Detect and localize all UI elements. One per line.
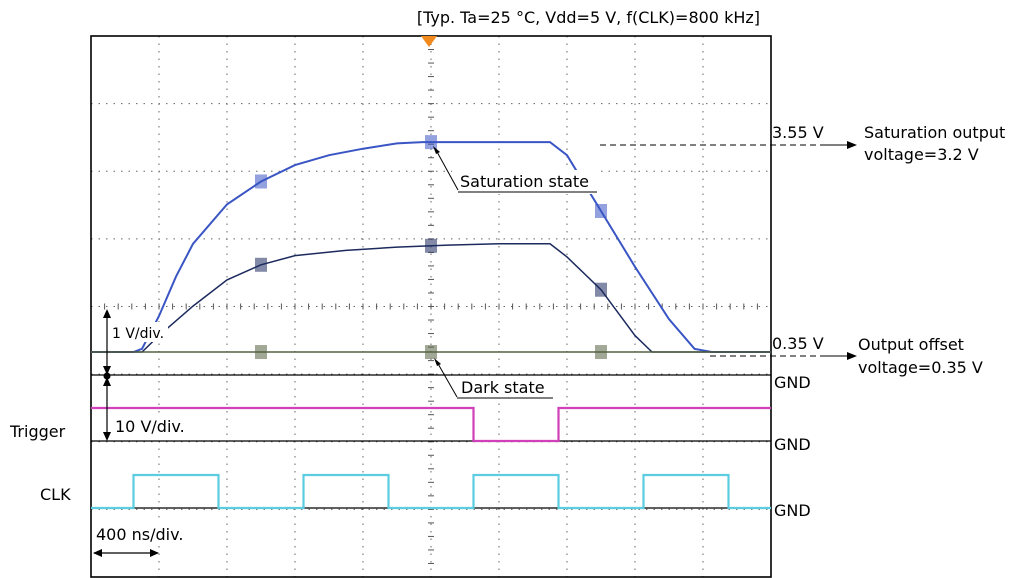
grid <box>91 36 771 577</box>
level-355-arrowhead <box>847 141 857 149</box>
noise-burst <box>425 135 437 150</box>
gnd-label-trigger: GND <box>774 435 811 454</box>
scale-1v-arrowhead-up <box>103 309 111 318</box>
level-035-label: 0.35 V <box>772 334 824 353</box>
noise-burst <box>595 282 607 297</box>
saturation-state-callout-bg <box>452 170 597 194</box>
gnd-label-analog: GND <box>774 373 811 392</box>
trigger-position-marker <box>421 36 437 47</box>
saturation-state-pointer-head <box>433 146 440 154</box>
scale-1v-arrowhead-down <box>103 366 111 375</box>
noise-burst <box>255 345 267 360</box>
scale-10v-arrowhead-up <box>103 377 111 386</box>
trigger-trace <box>91 406 771 443</box>
clk-channel-label: CLK <box>40 485 71 504</box>
dark-state-label: Dark state <box>461 378 545 397</box>
noise-burst <box>255 174 267 189</box>
traces <box>91 135 771 510</box>
trigger-channel-label: Trigger <box>9 422 66 441</box>
saturation-output-label-line2: voltage=3.2 V <box>864 145 979 164</box>
dark-state-callout-bg <box>455 377 555 399</box>
clk-trace <box>91 473 771 510</box>
gnd-label-clk: GND <box>774 501 811 520</box>
dark-state-pointer <box>436 361 458 398</box>
intermediate-trace <box>91 243 771 353</box>
output-offset-label-line1: Output offset <box>858 335 964 354</box>
level-355-label: 3.55 V <box>772 123 824 142</box>
saturation-trace <box>91 141 771 353</box>
saturation-state-label: Saturation state <box>460 172 589 191</box>
saturation-output-label-line1: Saturation output <box>864 123 1005 142</box>
noise-burst <box>425 345 437 360</box>
time-scale-arrowhead-left <box>93 549 102 557</box>
saturation-state-pointer <box>435 149 459 191</box>
noise-burst <box>595 345 607 360</box>
time-scale-label: 400 ns/div. <box>96 525 183 544</box>
noise-burst <box>425 238 437 253</box>
scale-1v-label: 1 V/div. <box>112 326 164 342</box>
scale-10v-label: 10 V/div. <box>115 417 185 436</box>
output-offset-label-line2: voltage=0.35 V <box>858 358 983 377</box>
scale-10v-arrowhead-down <box>103 432 111 441</box>
scale-origin-dot <box>103 372 111 380</box>
dark-state-pointer-head <box>434 358 441 366</box>
time-scale-label-bg <box>95 522 207 544</box>
level-035-arrowhead <box>847 352 857 360</box>
scale-1v-label-bg <box>110 322 168 342</box>
noise-burst <box>255 257 267 272</box>
test-conditions: [Typ. Ta=25 °C, Vdd=5 V, f(CLK)=800 kHz] <box>417 8 760 27</box>
noise-burst <box>595 204 607 218</box>
time-scale-arrowhead-right <box>150 549 159 557</box>
scale-10v-label-bg <box>113 415 213 437</box>
